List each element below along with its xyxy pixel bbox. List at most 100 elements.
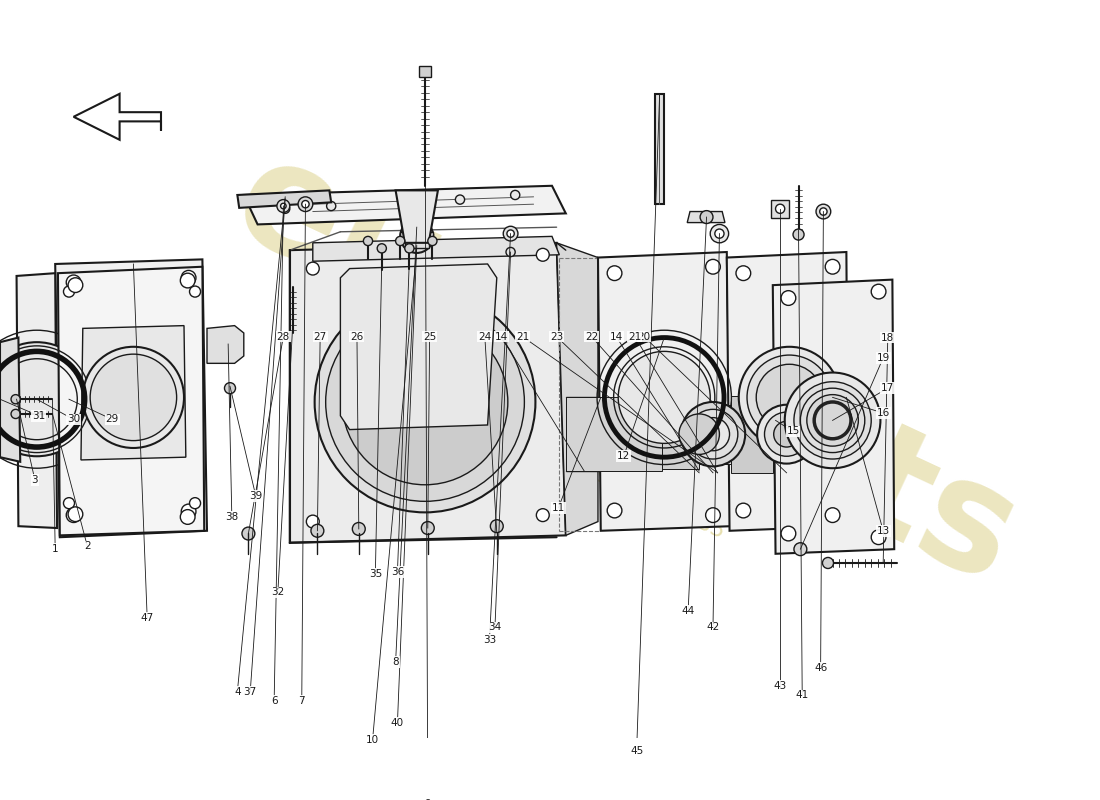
Circle shape (400, 220, 433, 253)
Text: 43: 43 (773, 682, 786, 691)
Text: 34: 34 (488, 622, 502, 632)
Text: 1: 1 (52, 544, 58, 554)
Circle shape (280, 203, 286, 209)
Circle shape (428, 236, 437, 246)
Text: 41: 41 (795, 690, 808, 701)
Text: 26: 26 (350, 332, 364, 342)
Circle shape (11, 394, 20, 404)
Text: 38: 38 (226, 512, 239, 522)
Polygon shape (565, 398, 662, 471)
Text: 37: 37 (243, 686, 257, 697)
Circle shape (326, 302, 525, 502)
Circle shape (363, 236, 373, 246)
Text: 47: 47 (141, 613, 154, 623)
Circle shape (773, 422, 800, 447)
Polygon shape (289, 243, 565, 542)
Circle shape (64, 286, 75, 297)
Circle shape (408, 227, 426, 246)
Circle shape (68, 507, 82, 522)
Polygon shape (598, 398, 614, 471)
Text: 7: 7 (298, 696, 305, 706)
Text: 8: 8 (393, 658, 399, 667)
Circle shape (189, 498, 200, 509)
Text: 21: 21 (628, 332, 641, 342)
Circle shape (455, 195, 464, 204)
Circle shape (507, 230, 515, 238)
Circle shape (739, 346, 840, 448)
Polygon shape (616, 398, 630, 471)
Circle shape (711, 225, 728, 243)
Text: 36: 36 (390, 567, 404, 577)
Text: 9: 9 (425, 799, 431, 800)
Circle shape (756, 364, 823, 430)
Circle shape (679, 414, 719, 454)
Polygon shape (773, 280, 894, 554)
Text: 17: 17 (881, 383, 894, 393)
Circle shape (182, 270, 196, 285)
Text: 32: 32 (272, 587, 285, 598)
Polygon shape (0, 338, 20, 462)
Circle shape (298, 197, 312, 211)
Circle shape (66, 275, 81, 290)
Circle shape (307, 515, 319, 528)
Polygon shape (55, 259, 207, 538)
Polygon shape (81, 326, 186, 460)
Text: 22: 22 (585, 332, 598, 342)
Circle shape (681, 402, 745, 466)
Circle shape (307, 262, 319, 275)
Circle shape (377, 244, 386, 253)
Circle shape (82, 346, 184, 448)
Circle shape (189, 286, 200, 297)
Polygon shape (700, 405, 732, 464)
Circle shape (700, 210, 713, 223)
Circle shape (618, 351, 711, 443)
Polygon shape (238, 190, 331, 208)
Text: 15: 15 (786, 426, 800, 437)
Text: 14: 14 (609, 332, 623, 342)
Circle shape (301, 201, 309, 208)
Circle shape (537, 248, 549, 262)
Polygon shape (582, 398, 597, 471)
Text: 46: 46 (814, 663, 827, 673)
Circle shape (705, 508, 720, 522)
Text: 3: 3 (32, 475, 39, 485)
Text: 2: 2 (84, 542, 90, 551)
Polygon shape (565, 398, 581, 471)
Text: 18: 18 (881, 333, 894, 342)
Text: 23: 23 (550, 332, 563, 342)
Circle shape (607, 266, 621, 281)
Circle shape (506, 247, 515, 257)
Circle shape (90, 354, 177, 441)
Bar (654, 94, 664, 204)
Text: 35: 35 (368, 569, 382, 579)
Circle shape (705, 259, 720, 274)
Polygon shape (207, 326, 244, 363)
Circle shape (871, 530, 886, 545)
Circle shape (689, 410, 738, 459)
Circle shape (736, 503, 750, 518)
Polygon shape (400, 232, 433, 241)
Circle shape (784, 373, 880, 468)
Circle shape (794, 382, 871, 459)
Circle shape (327, 202, 336, 210)
Circle shape (180, 273, 195, 288)
Circle shape (66, 508, 81, 522)
Circle shape (64, 498, 75, 509)
Text: 14: 14 (495, 332, 508, 342)
Circle shape (794, 542, 806, 556)
Circle shape (510, 190, 520, 199)
Polygon shape (312, 236, 559, 262)
Circle shape (715, 229, 724, 238)
Text: 13: 13 (877, 526, 890, 536)
Text: 33: 33 (483, 635, 496, 646)
Circle shape (793, 229, 804, 240)
Circle shape (736, 266, 750, 281)
Polygon shape (662, 399, 700, 469)
Circle shape (503, 226, 518, 241)
Circle shape (816, 204, 831, 219)
Text: 4: 4 (234, 686, 241, 697)
Text: 10: 10 (366, 734, 379, 745)
Text: 21: 21 (516, 332, 529, 342)
Circle shape (781, 290, 795, 306)
Bar (419, 66, 431, 78)
